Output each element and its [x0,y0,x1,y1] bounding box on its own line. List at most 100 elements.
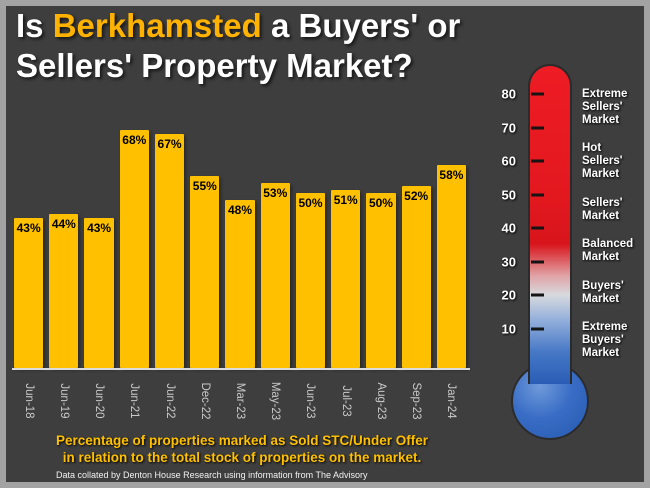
bar-slot: 55% [190,175,220,368]
bar-value-label: 52% [404,189,429,203]
bar-slot: 52% [401,186,431,368]
bar-slot: 43% [14,217,44,368]
bar: 50% [295,193,326,368]
x-axis-label-slot: Aug-23 [366,372,395,430]
axis-tick [531,159,544,163]
bar-value-label: 44% [51,217,76,231]
bar: 67% [154,133,185,368]
bar-value-label: 58% [439,168,464,182]
bar-slot: 43% [84,217,114,368]
axis-tick [531,293,544,297]
x-axis-labels: Jun-18 Jun-19 Jun-20 Jun-21 Jun-22 Dec-22 Mar-… [14,372,466,430]
axis-tick-label: 50 [501,187,516,202]
x-axis-label: Sep-23 [410,382,423,420]
x-axis-label: Jun-18 [22,383,35,419]
bar-slot: 67% [154,133,185,368]
axis-tick-label: 10 [501,321,516,336]
bar-slot: 44% [49,214,79,368]
bar-slot: 53% [260,182,290,368]
bar-value-label: 48% [228,203,253,217]
title-line-2: Sellers' Property Market? [16,47,413,85]
bar: 52% [401,186,431,368]
x-axis-label: Jun-21 [128,383,141,419]
bar-value-label: 53% [263,185,288,200]
axis-tick-label: 60 [501,153,516,169]
bar-value-label: 55% [192,178,217,193]
axis-tick [531,260,544,263]
axis-tick-label: 80 [501,86,516,102]
bar: 68% [119,130,149,368]
x-axis-label: Jun-22 [163,383,176,419]
bar-value-label: 50% [298,196,323,210]
x-axis-label-slot: Jan-24 [437,372,466,430]
market-zone-label: Extreme Sellers' Market [582,88,628,126]
bar-slot: 48% [225,200,255,368]
x-axis-label-slot: Jun-20 [84,372,113,430]
bar-slot: 50% [295,193,326,368]
bar-value-label: 43% [16,220,41,235]
x-axis-label: Jan-24 [445,383,458,419]
x-axis-label-slot: May-23 [261,372,290,430]
bar: 43% [14,217,44,368]
x-axis-label-slot: Jun-19 [49,372,78,430]
title-line-1: Is Berkhamsted a Buyers' or [16,6,476,46]
market-zone-label: Buyers' Market [582,279,624,305]
x-axis-label-slot: Jun-22 [155,372,184,430]
bar-slot: 68% [119,130,149,368]
bar: 53% [260,182,290,368]
axis-tick [531,126,544,129]
bar: 48% [225,200,255,368]
bar-slot: 50% [366,193,396,368]
title-highlight: Berkhamsted [52,7,262,44]
axis-tick-label: 40 [501,220,516,236]
bar: 50% [366,193,396,368]
market-zones: Extreme Sellers' Market Hot Sellers' Mark… [582,88,644,360]
x-axis-label-slot: Sep-23 [402,372,431,430]
bar-value-label: 43% [87,220,112,235]
x-axis-label: Jun-19 [57,383,70,419]
bar: 55% [190,175,220,368]
caption-line-1: Percentage of properties marked as Sold … [55,433,429,448]
bar-chart: 43% 44% 43% 68% 67% 55% 48% 53% 50% 51% 50% 52% 58% [14,128,467,368]
x-axis-label-slot: Jun-18 [14,372,43,430]
x-axis-label: Mar-23 [234,382,247,420]
source-credit: Data collated by Denton House Research u… [56,470,368,480]
x-axis-label-slot: Mar-23 [225,372,254,430]
axis-tick-label: 30 [501,254,516,269]
title-prefix: Is [16,7,53,44]
thermometer-tube [528,64,572,384]
caption-line-2: in relation to the total stock of proper… [62,449,422,465]
thermometer: 80 70 60 50 40 30 20 10 Extreme Sellers' Market… [478,56,644,468]
title-suffix: a Buyers' or [261,7,461,44]
market-zone-label: Sellers' Market [582,196,623,222]
x-axis-label-slot: Jul-23 [331,372,360,430]
x-axis-label-slot: Dec-22 [190,372,219,430]
bar: 58% [436,165,467,368]
axis-tick-label: 20 [501,287,516,303]
x-axis-label: Jul-23 [339,385,352,417]
market-zone-label: Hot Sellers' Market [582,142,623,181]
axis-tick [531,327,544,330]
bar-value-label: 68% [122,133,147,147]
bar-value-label: 51% [333,192,358,207]
bar: 43% [84,217,114,368]
axis-tick [531,226,544,230]
market-zone-label: Extreme Buyers' Market [582,321,628,360]
page-title: Is Berkhamsted a Buyers' or Sellers' Pro… [16,6,476,87]
x-axis-line [12,368,470,370]
chart-caption: Percentage of properties marked as Sold … [16,433,468,467]
bar-value-label: 50% [368,196,393,210]
bar-slot: 58% [436,165,467,368]
x-axis-label: Dec-22 [198,382,211,420]
bar-slot: 51% [331,189,361,368]
x-axis-label: May-23 [269,381,282,421]
x-axis-label-slot: Jun-21 [120,372,149,430]
bar: 44% [49,214,79,368]
bar: 51% [331,189,361,368]
bar-value-label: 67% [157,136,182,151]
market-zone-label: Balanced Market [582,238,634,264]
axis-tick-label: 70 [501,120,516,135]
x-axis-label: Jun-20 [93,383,106,419]
x-axis-label: Aug-23 [374,382,387,420]
